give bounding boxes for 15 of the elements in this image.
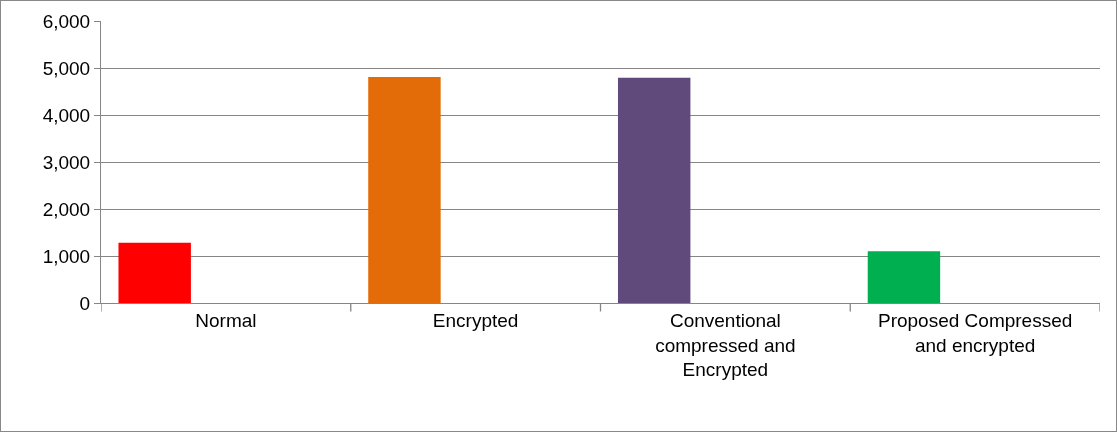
bar xyxy=(118,242,191,303)
y-tick-label: 0 xyxy=(79,292,91,314)
x-tick-label: Normal xyxy=(195,309,257,331)
x-tick-label: Encrypted xyxy=(432,309,519,331)
y-tick-label: 5,000 xyxy=(42,57,91,79)
y-tick-label: 2,000 xyxy=(42,198,91,220)
bar xyxy=(368,76,441,303)
y-tick-label: 6,000 xyxy=(42,10,91,32)
bar xyxy=(867,251,941,303)
bar xyxy=(617,77,691,303)
y-tick-label: 4,000 xyxy=(42,104,91,126)
y-tick-label: 3,000 xyxy=(42,151,91,173)
x-tick-label: Proposed Compressed and encrypted xyxy=(877,309,1073,356)
y-tick-label: 1,000 xyxy=(42,245,91,267)
x-tick-label: Conventional compressed and Encrypted xyxy=(655,309,796,381)
